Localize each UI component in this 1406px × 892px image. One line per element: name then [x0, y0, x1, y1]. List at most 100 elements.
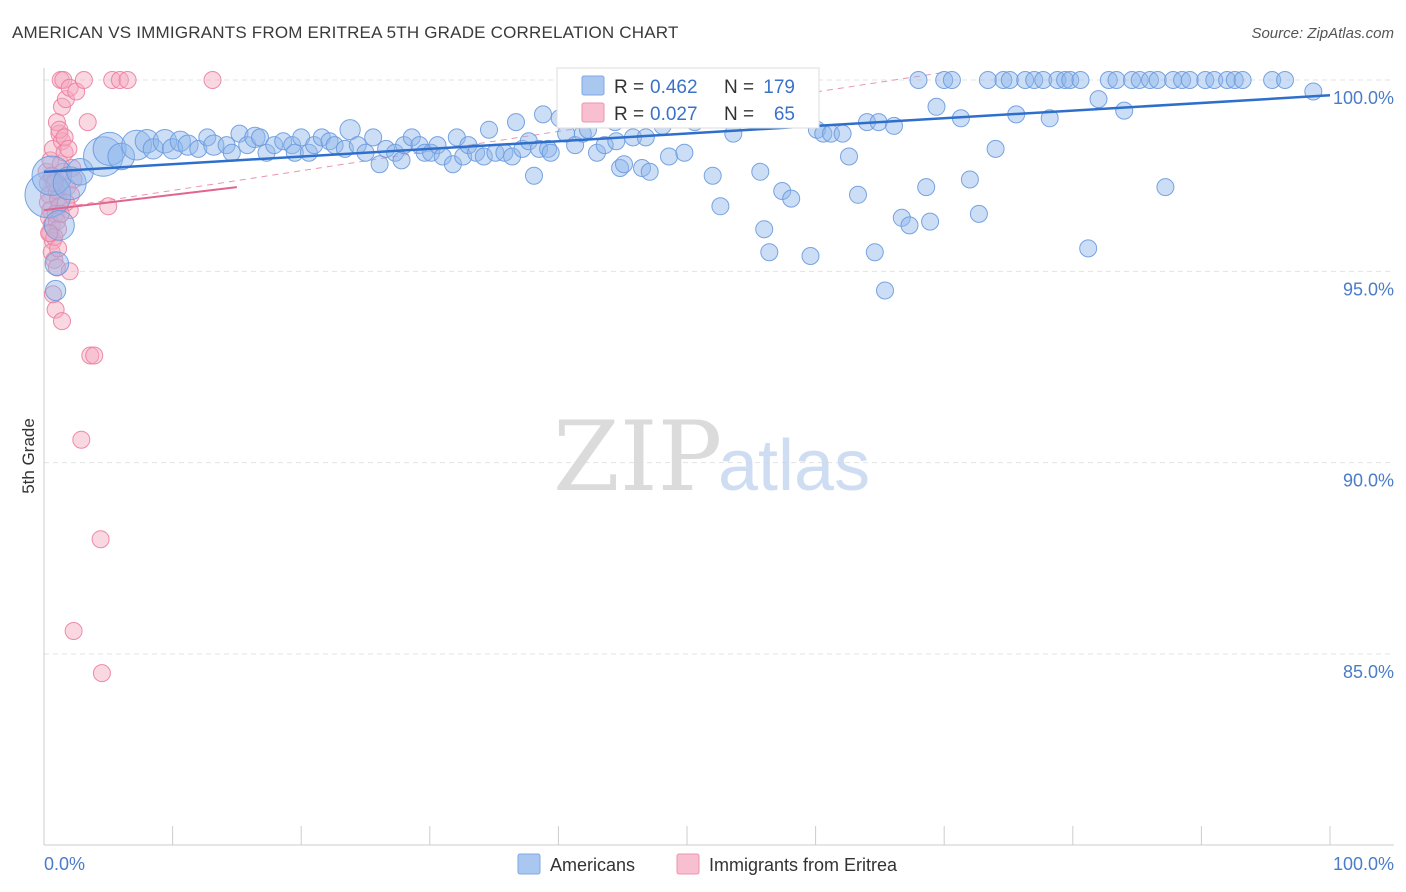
american-point — [177, 134, 199, 156]
eritrea-points — [37, 71, 222, 683]
y-tick-label: 100.0% — [1333, 88, 1394, 108]
american-point — [703, 166, 722, 185]
american-point — [541, 143, 560, 162]
american-point — [534, 105, 552, 124]
y-axis-label: 5th Grade — [19, 418, 38, 494]
stats-r-label-american: R = — [614, 77, 644, 98]
american-point — [1130, 71, 1149, 89]
american-point — [917, 178, 936, 197]
eritrea-point — [60, 262, 79, 281]
american-point — [92, 131, 127, 166]
legend-swatch-americans — [517, 853, 541, 875]
legend-label-americans: Americans — [550, 855, 635, 875]
american-point — [364, 128, 383, 147]
american-point — [900, 216, 919, 235]
american-point — [942, 71, 961, 89]
eritrea-point — [56, 90, 75, 109]
american-point — [305, 136, 324, 155]
eritrea-point — [110, 71, 129, 89]
american-point — [274, 132, 293, 151]
eritrea-point — [91, 530, 110, 549]
american-point — [773, 182, 792, 200]
american-point — [1079, 239, 1098, 258]
american-point — [1173, 71, 1192, 89]
eritrea-point — [53, 312, 71, 331]
american-point — [152, 129, 178, 154]
stats-r-value-american: 0.462 — [650, 77, 698, 98]
american-point — [402, 128, 421, 147]
american-point — [921, 212, 940, 231]
american-points — [24, 71, 1323, 302]
eritrea-point — [74, 71, 93, 89]
american-point — [503, 147, 522, 166]
american-point — [595, 136, 614, 155]
american-point — [339, 119, 361, 141]
american-point — [392, 151, 411, 170]
legend-label-eritrea: Immigrants from Eritrea — [709, 855, 898, 875]
american-point — [1034, 71, 1053, 89]
american-point — [833, 124, 852, 143]
american-point — [370, 155, 389, 174]
eritrea-point — [78, 113, 97, 132]
american-point — [66, 158, 94, 186]
american-point — [1061, 71, 1080, 89]
y-tick-labels: 100.0% 95.0% 90.0% 85.0% — [1333, 88, 1394, 682]
american-point — [865, 243, 884, 262]
stats-legend: R = 0.462 N = 179 R = 0.027 N = 65 — [556, 67, 820, 129]
y-tick-label: 90.0% — [1343, 471, 1394, 491]
american-trend-line — [43, 94, 1331, 174]
chart-title: AMERICAN VS IMMIGRANTS FROM ERITREA 5TH … — [12, 23, 679, 42]
stats-r-value-eritrea: 0.027 — [650, 104, 698, 125]
watermark-atlas: atlas — [718, 426, 870, 506]
eritrea-trend-extended — [43, 71, 945, 211]
watermark-zip: ZIP — [553, 401, 722, 513]
american-point — [1056, 71, 1075, 89]
american-point — [44, 210, 75, 241]
american-point — [849, 185, 867, 204]
legend-swatch-eritrea — [676, 853, 700, 875]
american-point — [1089, 90, 1108, 109]
american-point — [801, 247, 820, 265]
american-point — [1141, 71, 1159, 89]
american-point — [782, 189, 801, 208]
american-point — [1276, 71, 1294, 89]
american-point — [960, 170, 979, 189]
american-point — [892, 208, 911, 227]
american-point — [660, 147, 678, 166]
eritrea-point — [92, 664, 111, 683]
american-point — [519, 132, 538, 151]
american-point — [44, 251, 70, 276]
american-point — [588, 143, 606, 162]
american-point — [443, 155, 462, 174]
stats-n-label-eritrea: N = — [724, 104, 754, 125]
american-point — [640, 162, 659, 181]
stats-swatch-eritrea — [581, 102, 605, 123]
eritrea-point — [55, 128, 74, 147]
american-point — [377, 139, 396, 158]
american-point — [525, 166, 543, 185]
x-tick-label-max: 100.0% — [1333, 854, 1394, 874]
eritrea-point — [203, 71, 222, 89]
bottom-legend: Americans Immigrants from Eritrea — [517, 853, 898, 875]
american-point — [474, 147, 493, 166]
american-point — [1048, 71, 1067, 89]
x-axis-ticks — [43, 826, 1331, 845]
y-tick-label: 95.0% — [1343, 279, 1394, 299]
eritrea-point — [45, 174, 64, 193]
american-point — [994, 71, 1013, 89]
american-point — [986, 139, 1005, 158]
eritrea-trend-line — [43, 186, 238, 212]
american-point — [45, 279, 67, 302]
american-point — [1040, 109, 1059, 128]
american-point — [1148, 71, 1167, 89]
eritrea-point — [72, 430, 91, 449]
american-point — [751, 162, 770, 181]
trend-lines-back — [43, 71, 945, 211]
american-point — [615, 155, 633, 174]
american-point — [244, 126, 266, 148]
y-tick-label: 85.0% — [1343, 662, 1394, 682]
stats-swatch-american — [581, 75, 605, 96]
eritrea-point — [118, 71, 137, 89]
gridlines — [44, 79, 1394, 655]
